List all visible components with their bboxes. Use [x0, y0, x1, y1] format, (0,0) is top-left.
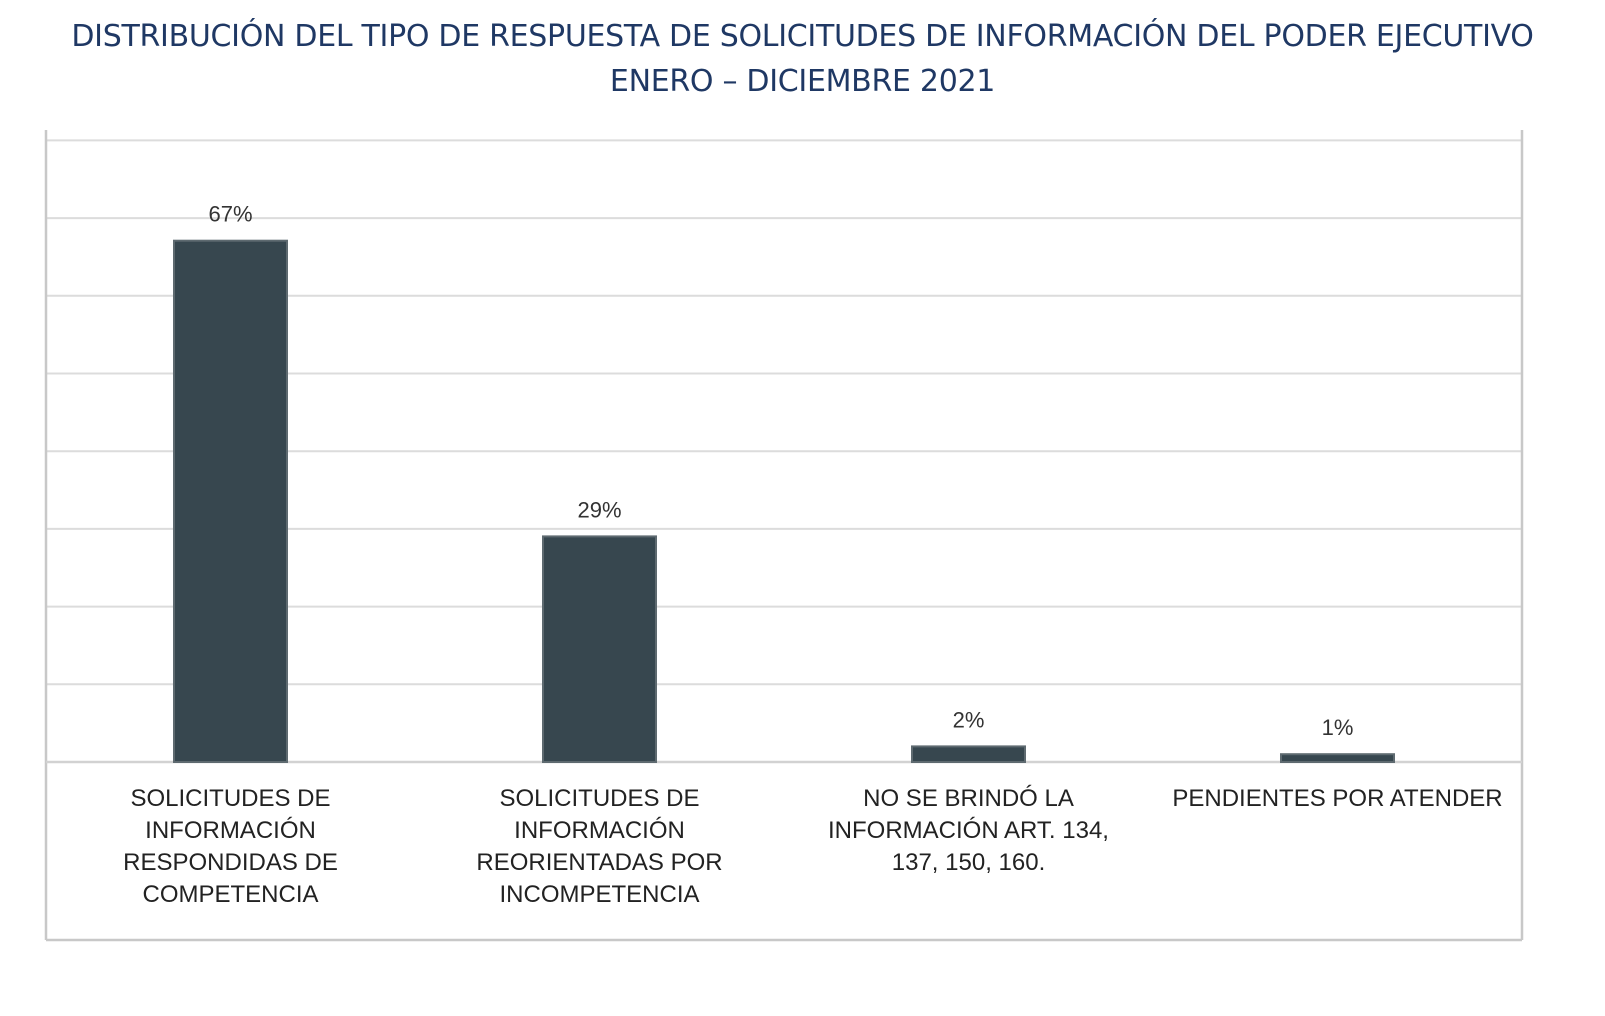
bar-1 — [542, 535, 657, 764]
data-labels: 67% 29% 2% 1% — [208, 202, 1353, 741]
data-label-0: 67% — [208, 202, 252, 227]
chart-frame — [44, 130, 1524, 942]
category-labels: SOLICITUDES DE INFORMACIÓN RESPONDIDAS DE C… — [123, 785, 1503, 908]
chart-subtitle: ENERO – DICIEMBRE 2021 — [609, 64, 996, 99]
category-label-1-line-0: SOLICITUDES DE — [499, 785, 699, 812]
category-label-1-line-3: INCOMPETENCIA — [499, 881, 699, 908]
data-label-3: 1% — [1322, 715, 1354, 740]
category-label-2-line-2: 137, 150, 160. — [892, 849, 1045, 876]
category-label-0-line-1: INFORMACIÓN — [145, 817, 316, 844]
bars — [173, 239, 1395, 764]
gridlines — [46, 139, 1522, 686]
category-label-0-line-3: COMPETENCIA — [142, 881, 318, 908]
category-label-2-line-1: INFORMACIÓN ART. 134, — [828, 817, 1109, 844]
category-label-0-line-2: RESPONDIDAS DE — [123, 849, 338, 876]
data-label-2: 2% — [953, 707, 985, 732]
chart-title: DISTRIBUCIÓN DEL TIPO DE RESPUESTA DE SO… — [71, 19, 1534, 54]
category-label-0-line-0: SOLICITUDES DE — [130, 785, 330, 812]
category-label-3-line-0: PENDIENTES POR ATENDER — [1172, 785, 1502, 812]
bar-0 — [173, 239, 288, 763]
bar-3 — [1280, 753, 1395, 764]
bar-2 — [911, 745, 1026, 764]
category-label-1-line-1: INFORMACIÓN — [514, 817, 685, 844]
data-label-1: 29% — [577, 497, 621, 522]
chart-title-block: DISTRIBUCIÓN DEL TIPO DE RESPUESTA DE SO… — [0, 14, 1605, 104]
category-label-1-line-2: REORIENTADAS POR — [476, 849, 722, 876]
category-label-2-line-0: NO SE BRINDÓ LA — [863, 785, 1074, 812]
